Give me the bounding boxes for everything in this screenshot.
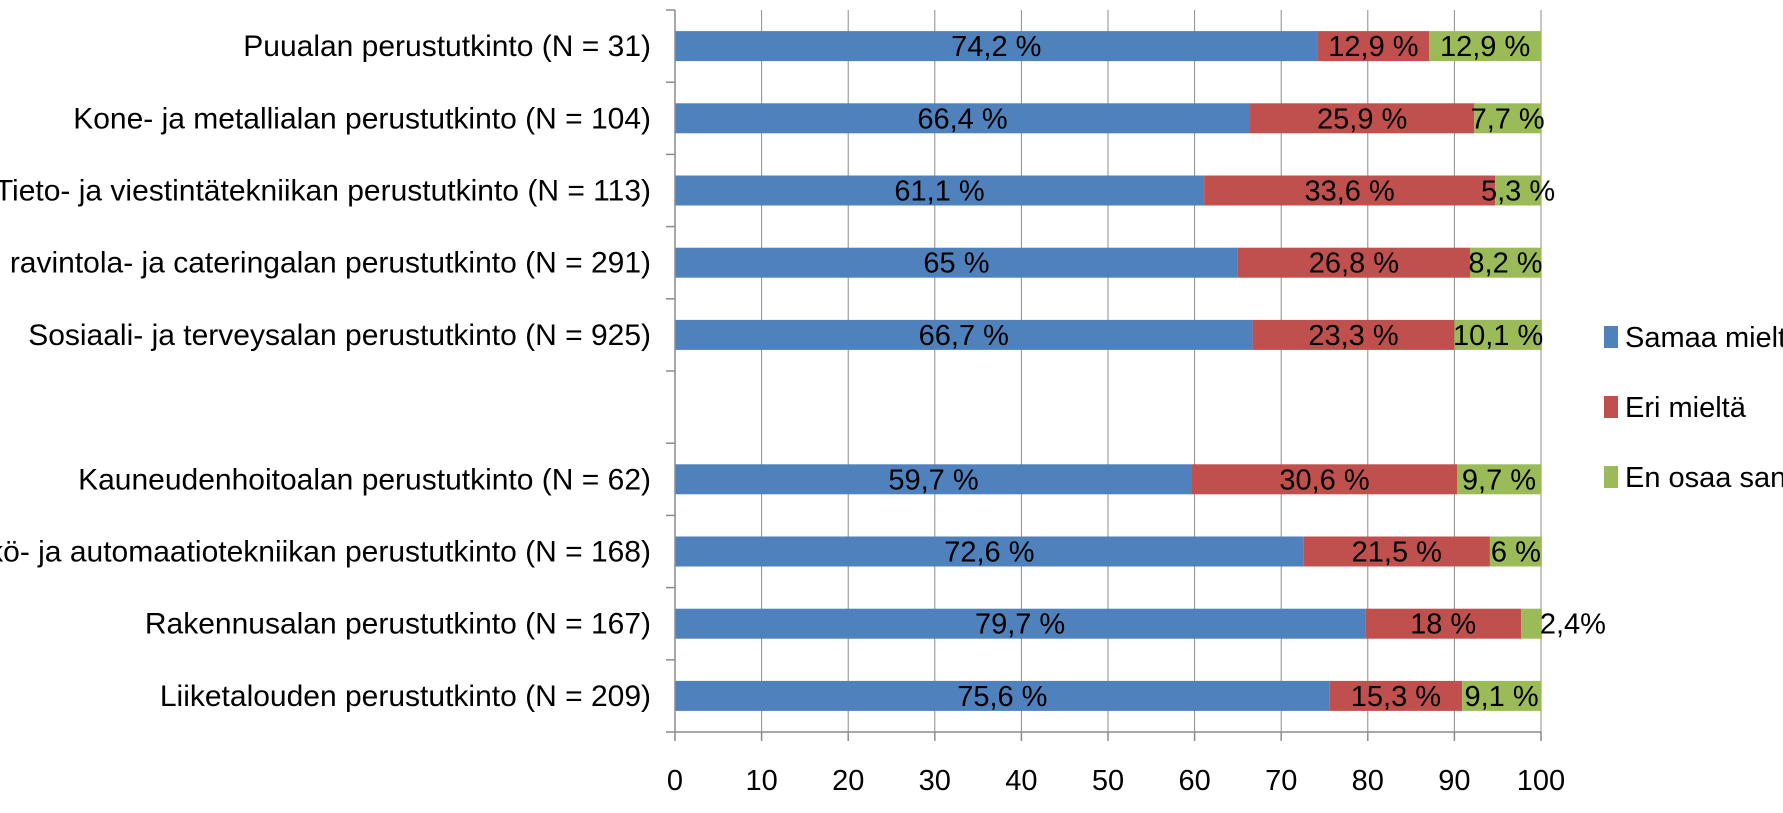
x-tick-label: 90 (1438, 765, 1470, 797)
data-label: 33,6 % (1304, 176, 1394, 208)
x-tick-label: 10 (745, 765, 777, 797)
x-tick-label: 0 (667, 765, 683, 797)
bar-segment (675, 680, 1330, 711)
data-label: 75,6 % (957, 681, 1047, 713)
category-label: Liiketalouden perustutkinto (N = 209) (160, 680, 651, 713)
bar-segment (675, 247, 1238, 278)
bar-segment (1469, 247, 1541, 278)
x-tick-label: 70 (1265, 765, 1297, 797)
x-tick-label: 80 (1352, 765, 1384, 797)
legend: Samaa mieltä Eri mieltä En osaa sanoa (1604, 322, 1783, 494)
labels: Puualan perustutkinto (N = 31) Kone- ja m… (0, 30, 1606, 713)
category-label: Kauneudenhoitoalan perustutkinto (N = 62… (78, 463, 651, 496)
bar-segment (1329, 680, 1463, 711)
data-label: 8,2 % (1468, 248, 1542, 280)
x-tick-label: 50 (1092, 765, 1124, 797)
data-label: 79,7 % (975, 609, 1065, 641)
legend-swatch (1604, 466, 1618, 488)
legend-label: En osaa sanoa (1625, 462, 1783, 494)
bar-segment (1495, 175, 1541, 206)
bar-segment (1204, 175, 1496, 206)
data-label: 66,4 % (917, 103, 1007, 135)
x-tick-label: 30 (919, 765, 951, 797)
data-label: 66,7 % (919, 320, 1009, 352)
bar-segment (1192, 464, 1457, 495)
category-label: Kone- ja metallialan perustutkinto (N = … (73, 102, 651, 135)
category-label: Tieto- ja viestintätekniikan perustutkin… (0, 175, 651, 208)
data-label: 25,9 % (1317, 103, 1407, 135)
bar-segment (1252, 319, 1455, 350)
bar-segment (675, 319, 1253, 350)
axes: 0 10 20 30 40 50 60 70 80 90 100 (666, 9, 1565, 797)
bar-segment (675, 175, 1205, 206)
data-label: 21,5 % (1352, 537, 1442, 569)
bar-segment (1365, 608, 1522, 639)
category-label: Hotelli-, ravintola- ja cateringalan per… (0, 247, 651, 280)
bar-segment (1474, 103, 1541, 134)
x-tick-label: 20 (832, 765, 864, 797)
data-label: 2,4% (1540, 609, 1606, 641)
data-label: 5,3 % (1481, 176, 1555, 208)
bar-segment (1317, 31, 1430, 62)
data-label: 6 % (1491, 537, 1541, 569)
legend-label: Eri mieltä (1625, 392, 1747, 424)
bar-segment (1250, 103, 1475, 134)
data-label: 30,6 % (1279, 464, 1369, 496)
bar-segment (1429, 31, 1541, 62)
data-label: 9,1 % (1465, 681, 1539, 713)
data-label: 12,9 % (1440, 31, 1530, 63)
bar-segment (675, 536, 1304, 567)
data-label: 23,3 % (1308, 320, 1398, 352)
x-tick-label: 40 (1005, 765, 1037, 797)
bar-segment (1456, 464, 1541, 495)
bar-segment (675, 103, 1251, 134)
legend-label: Samaa mieltä (1625, 322, 1783, 354)
bar-segment (675, 464, 1193, 495)
x-tick-label: 60 (1178, 765, 1210, 797)
bar-segment (1454, 319, 1542, 350)
bar-segment (1237, 247, 1470, 278)
data-label: 18 % (1410, 609, 1476, 641)
bars (675, 31, 1542, 711)
category-label: Sähkö- ja automaatiotekniikan perustutki… (0, 536, 651, 569)
legend-swatch (1604, 326, 1618, 348)
bar-segment (1521, 608, 1542, 639)
data-label: 15,3 % (1351, 681, 1441, 713)
category-label: Rakennusalan perustutkinto (N = 167) (145, 608, 651, 641)
bar-segment (1462, 680, 1541, 711)
category-label: Puualan perustutkinto (N = 31) (243, 30, 651, 63)
category-label: Sosiaali- ja terveysalan perustutkinto (… (28, 319, 651, 352)
bar-segment (1303, 536, 1490, 567)
data-label: 74,2 % (951, 31, 1041, 63)
data-label: 61,1 % (894, 176, 984, 208)
data-label: 7,7 % (1471, 103, 1545, 135)
legend-swatch (1604, 396, 1618, 418)
data-label: 26,8 % (1309, 248, 1399, 280)
data-label: 9,7 % (1462, 464, 1536, 496)
bar-segment (1489, 536, 1542, 567)
data-label: 10,1 % (1453, 320, 1543, 352)
bar-segment (675, 608, 1366, 639)
x-tick-label: 100 (1517, 765, 1565, 797)
data-label: 65 % (923, 248, 989, 280)
data-label: 12,9 % (1328, 31, 1418, 63)
bar-segment (675, 31, 1318, 62)
data-label: 59,7 % (888, 464, 978, 496)
data-label: 72,6 % (944, 537, 1034, 569)
